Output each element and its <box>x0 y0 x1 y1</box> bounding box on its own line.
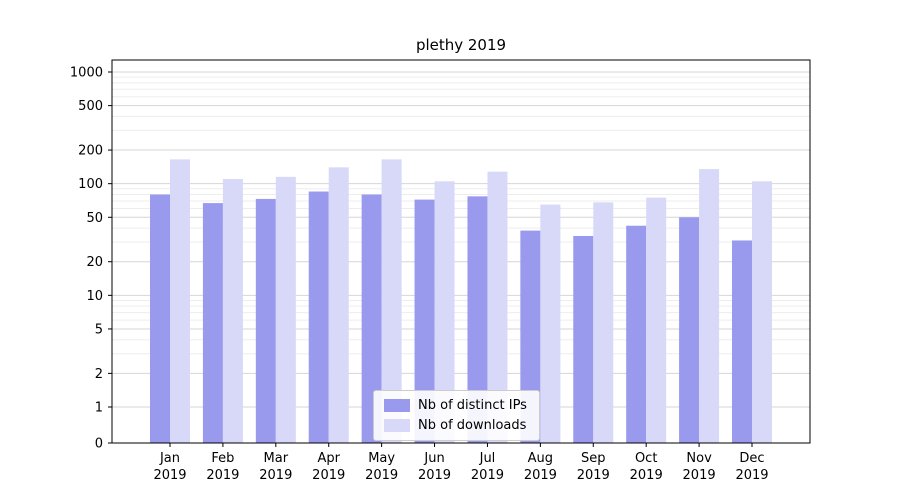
legend-swatch-distinct-ips <box>384 399 410 412</box>
y-tick-label: 1000 <box>70 66 103 81</box>
legend-swatch-downloads <box>384 419 410 432</box>
x-tick-label-year: 2019 <box>683 468 716 483</box>
x-tick-label-year: 2019 <box>153 468 186 483</box>
bar-downloads-sep <box>593 202 614 443</box>
bar-distinct-ips-may <box>361 194 382 443</box>
x-tick-label-year: 2019 <box>630 468 663 483</box>
x-tick-label-month: Jul <box>479 451 496 466</box>
chart-title: plethy 2019 <box>415 36 507 54</box>
x-tick-label-month: Nov <box>686 451 712 466</box>
x-tick-label-year: 2019 <box>524 468 557 483</box>
bar-downloads-feb <box>222 179 243 443</box>
x-tick-label-year: 2019 <box>471 468 504 483</box>
bar-downloads-jul <box>487 171 508 443</box>
bar-downloads-mar <box>275 176 296 444</box>
x-tick-label-month: Aug <box>528 451 553 466</box>
x-tick-label-month: Feb <box>211 451 234 466</box>
x-tick-label-year: 2019 <box>577 468 610 483</box>
bar-downloads-oct <box>646 197 667 443</box>
bar-distinct-ips-jan <box>150 194 170 443</box>
x-tick-label-year: 2019 <box>735 468 768 483</box>
y-tick-label: 1 <box>95 401 103 416</box>
bar-downloads-nov <box>699 169 720 443</box>
bar-downloads-jun <box>434 181 455 443</box>
x-tick-label-month: Jan <box>159 451 180 466</box>
legend-label-distinct-ips: Nb of distinct IPs <box>418 398 527 413</box>
legend: Nb of distinct IPs Nb of downloads <box>373 390 540 441</box>
bar-distinct-ips-oct <box>626 225 647 443</box>
bar-downloads-apr <box>328 167 349 443</box>
y-tick-label: 20 <box>86 255 103 270</box>
bar-distinct-ips-jun <box>414 199 435 443</box>
legend-item-downloads: Nb of downloads <box>384 418 527 433</box>
bar-downloads-aug <box>540 204 561 443</box>
x-tick-label-month: Dec <box>739 451 764 466</box>
bar-distinct-ips-aug <box>520 230 541 443</box>
x-tick-label-month: Apr <box>317 451 340 466</box>
bar-distinct-ips-feb <box>202 203 223 443</box>
bar-distinct-ips-nov <box>679 217 700 443</box>
bar-distinct-ips-mar <box>255 198 276 443</box>
legend-label-downloads: Nb of downloads <box>418 418 527 433</box>
bar-distinct-ips-jul <box>467 196 488 443</box>
bar-downloads-jan <box>170 159 190 443</box>
bar-distinct-ips-apr <box>308 191 329 443</box>
bar-distinct-ips-dec <box>732 240 752 443</box>
y-tick-label: 2 <box>95 367 103 382</box>
y-tick-label: 5 <box>95 322 103 337</box>
y-tick-label: 50 <box>86 211 103 226</box>
bar-distinct-ips-sep <box>573 235 594 443</box>
x-tick-label-month: Mar <box>264 451 289 466</box>
bar-downloads-may <box>381 159 402 443</box>
x-tick-label-year: 2019 <box>206 468 239 483</box>
x-tick-label-month: Jun <box>423 451 444 466</box>
y-tick-label: 500 <box>78 99 103 114</box>
legend-item-distinct-ips: Nb of distinct IPs <box>384 398 527 413</box>
y-tick-label: 200 <box>78 144 103 159</box>
x-tick-label-month: Sep <box>581 451 606 466</box>
x-tick-label-month: Oct <box>635 451 657 466</box>
x-tick-label-year: 2019 <box>259 468 292 483</box>
y-tick-label: 0 <box>95 437 103 452</box>
x-tick-label-year: 2019 <box>418 468 451 483</box>
y-tick-label: 100 <box>78 177 103 192</box>
y-tick-label: 10 <box>86 289 103 304</box>
x-tick-label-year: 2019 <box>312 468 345 483</box>
axes-frame <box>111 59 811 444</box>
x-tick-label-year: 2019 <box>365 468 398 483</box>
bar-downloads-dec <box>752 181 772 443</box>
x-tick-label-month: May <box>368 451 395 466</box>
